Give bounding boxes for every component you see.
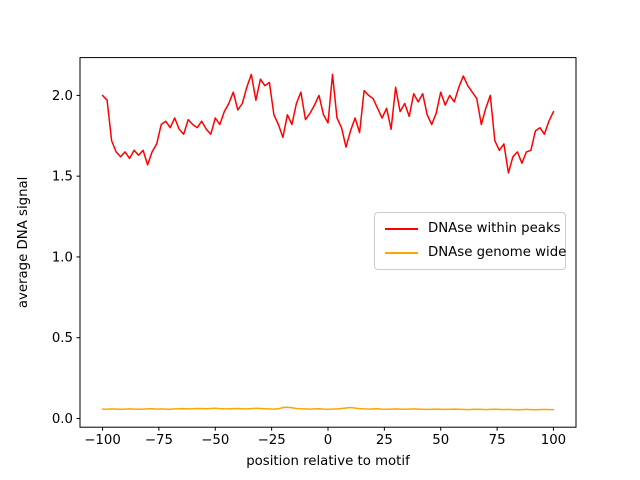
legend: DNAse within peaks DNAse genome wide [374,212,566,271]
x-tick-label: −75 [145,433,173,448]
x-tick-label: −100 [84,433,121,448]
series-line-0 [101,73,555,174]
x-axis-label: position relative to motif [246,454,410,469]
legend-line-orange-icon [385,251,418,254]
x-tick-label: −25 [258,433,286,448]
legend-entry-genome: DNAse genome wide [385,245,566,261]
legend-label-peaks: DNAse within peaks [428,221,561,236]
y-axis-label: average DNA signal [16,177,31,309]
legend-label-genome: DNAse genome wide [428,244,567,260]
x-tick-label: 75 [489,433,506,448]
y-tick-label: 1.0 [52,250,73,265]
x-tick-label: 100 [541,433,566,448]
x-tick-label: 50 [432,433,449,448]
y-tick-label: 0.0 [52,412,73,427]
legend-line-red-icon [385,228,418,231]
y-tick-label: 0.5 [52,331,73,346]
x-tick-label: 0 [324,433,332,448]
series-line-1 [101,406,555,411]
y-tick-label: 1.5 [52,170,73,185]
y-tick-label: 2.0 [52,89,73,104]
legend-entry-peaks: DNAse within peaks [385,221,561,237]
x-tick-label: −50 [201,433,229,448]
x-tick-label: 25 [376,433,393,448]
